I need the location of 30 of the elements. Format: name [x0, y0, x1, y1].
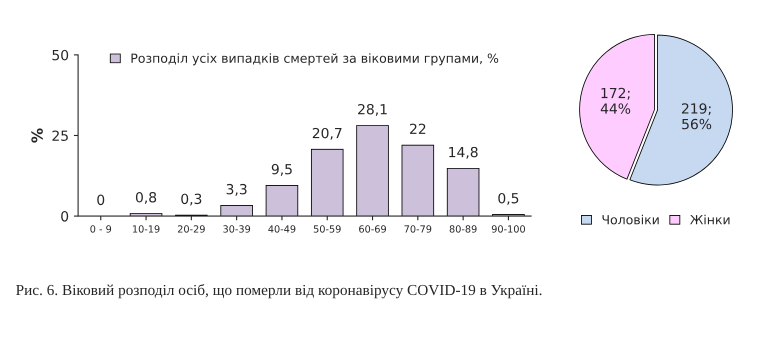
data-label: 0,3 — [181, 194, 202, 206]
data-label: 172; 44% — [600, 88, 630, 114]
y-axis-title: % — [31, 128, 43, 143]
data-label: 9,5 — [272, 164, 292, 176]
x-tick-label: 10-19 — [132, 225, 160, 233]
y-tick-label: 25 — [52, 130, 68, 141]
x-tick-label: 40-49 — [268, 225, 296, 233]
x-tick-label: 70-79 — [404, 225, 432, 233]
data-label: 20,7 — [312, 128, 342, 140]
x-tick-label: 20-29 — [178, 225, 205, 233]
x-tick-label: 0 - 9 — [90, 225, 112, 233]
x-tick-label: 50-59 — [314, 225, 341, 233]
x-tick-label: 60-69 — [359, 225, 386, 233]
x-tick-label: 30-39 — [223, 225, 250, 233]
data-label: 0,8 — [136, 192, 156, 204]
data-label: 219; 56% — [682, 103, 712, 130]
data-label: 28,1 — [358, 104, 387, 116]
legend-label: Жінки — [690, 214, 730, 224]
x-tick-label: 80-89 — [450, 225, 477, 233]
data-label: 0 — [97, 194, 104, 206]
legend-label: Розподіл усіх випадків смертей за віковими групами, % — [132, 53, 498, 66]
text: Рис. 6. Віковий розподіл осіб, що померли від коронавірусу COVID-19 в Україні. — [16, 284, 542, 298]
data-label: 3,3 — [226, 184, 247, 196]
y-tick-label: 50 — [52, 50, 68, 60]
x-tick-label: 90-100 — [492, 225, 526, 233]
data-label: 0,5 — [498, 192, 518, 205]
data-label: 22 — [410, 124, 426, 134]
y-tick-label: 0 — [61, 211, 68, 222]
legend-label: Чоловіки — [602, 214, 659, 224]
data-label: 14,8 — [449, 146, 478, 159]
